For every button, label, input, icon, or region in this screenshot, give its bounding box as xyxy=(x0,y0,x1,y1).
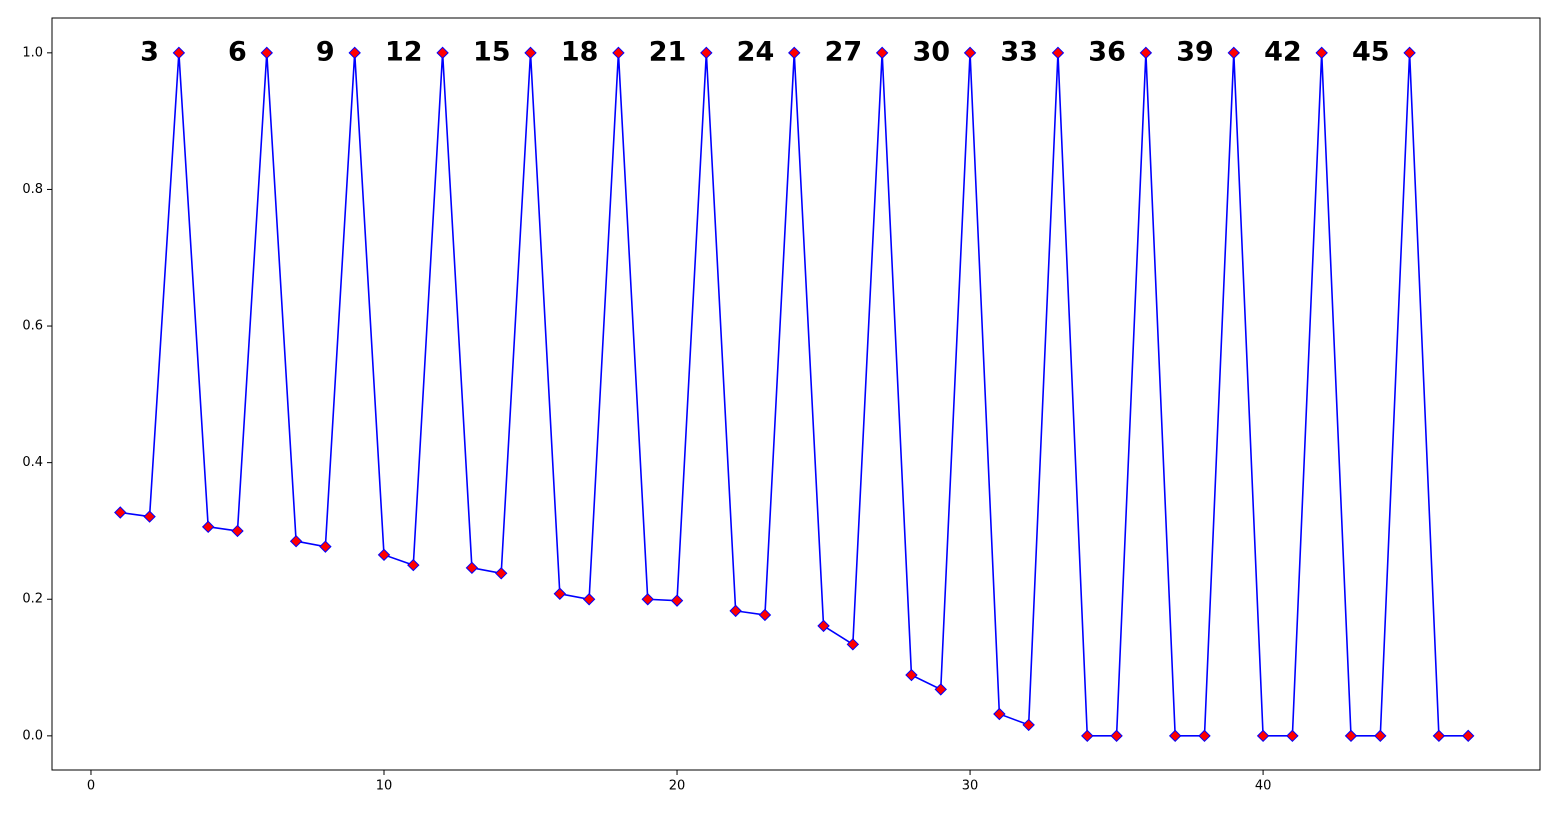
data-point xyxy=(172,46,186,60)
data-point xyxy=(1051,46,1065,60)
data-point xyxy=(377,548,391,562)
data-point xyxy=(1081,729,1094,743)
x-tick-label: 10 xyxy=(376,779,393,794)
data-point xyxy=(1022,718,1035,732)
y-tick-label: 0.4 xyxy=(22,455,43,470)
data-point xyxy=(1256,729,1270,743)
peak-annotation: 24 xyxy=(737,36,775,67)
data-point xyxy=(729,604,742,618)
data-point xyxy=(670,594,684,607)
peak-annotation: 12 xyxy=(385,36,423,67)
data-point xyxy=(201,520,215,534)
data-point xyxy=(817,619,830,633)
data-point xyxy=(1198,729,1211,743)
data-point xyxy=(407,558,420,572)
peak-annotation: 39 xyxy=(1176,36,1214,67)
data-point xyxy=(1432,729,1446,743)
x-tick-label: 30 xyxy=(962,779,979,794)
data-point xyxy=(1139,46,1153,60)
data-point xyxy=(1315,46,1328,60)
data-point xyxy=(114,506,127,519)
data-point xyxy=(846,638,860,651)
data-point xyxy=(143,510,156,523)
data-point xyxy=(1344,729,1358,743)
data-point xyxy=(1168,729,1182,743)
y-tick-label: 0.8 xyxy=(22,182,43,197)
data-point xyxy=(612,46,625,60)
peak-annotation: 45 xyxy=(1352,36,1390,67)
peak-annotation: 15 xyxy=(473,36,511,67)
data-point xyxy=(319,540,332,553)
series-line xyxy=(120,52,1469,737)
data-point xyxy=(465,561,479,575)
data-point xyxy=(993,707,1006,721)
peak-annotation: 27 xyxy=(825,36,863,67)
data-point xyxy=(524,46,537,60)
data-point xyxy=(788,46,801,60)
data-point xyxy=(905,668,918,682)
y-tick-label: 1.0 xyxy=(22,45,43,60)
data-point xyxy=(231,524,244,538)
data-point xyxy=(641,593,654,606)
plot-frame xyxy=(51,17,1541,771)
x-tick-label: 20 xyxy=(669,779,686,794)
y-tick-label: 0.2 xyxy=(22,592,43,607)
data-point xyxy=(260,46,273,60)
data-point xyxy=(436,46,449,60)
x-tick-label: 0 xyxy=(87,779,95,794)
data-point xyxy=(1374,729,1387,743)
y-tick-label: 0.0 xyxy=(22,728,43,743)
data-point xyxy=(758,608,772,622)
peak-annotation: 21 xyxy=(649,36,687,67)
data-point xyxy=(582,593,596,606)
data-point xyxy=(1462,729,1475,743)
data-point xyxy=(1403,46,1416,60)
peak-annotation: 36 xyxy=(1088,36,1126,67)
data-point xyxy=(875,46,889,60)
data-point xyxy=(495,567,508,580)
data-point xyxy=(963,46,977,60)
data-point xyxy=(553,587,567,600)
data-point xyxy=(934,683,947,696)
peak-annotation: 9 xyxy=(316,36,335,67)
data-point xyxy=(700,46,713,60)
peak-annotation: 30 xyxy=(912,36,950,67)
peak-annotation: 33 xyxy=(1000,36,1038,67)
peak-annotation: 18 xyxy=(561,36,599,67)
data-point xyxy=(289,534,303,548)
data-point xyxy=(1227,46,1240,60)
peak-annotation: 6 xyxy=(228,36,247,67)
x-tick-label: 40 xyxy=(1255,779,1272,794)
data-point xyxy=(348,46,361,60)
data-point xyxy=(1110,729,1123,743)
y-tick-label: 0.6 xyxy=(22,319,43,334)
peak-annotation: 3 xyxy=(140,36,159,67)
peak-annotation: 42 xyxy=(1264,36,1302,67)
data-point xyxy=(1286,729,1299,743)
